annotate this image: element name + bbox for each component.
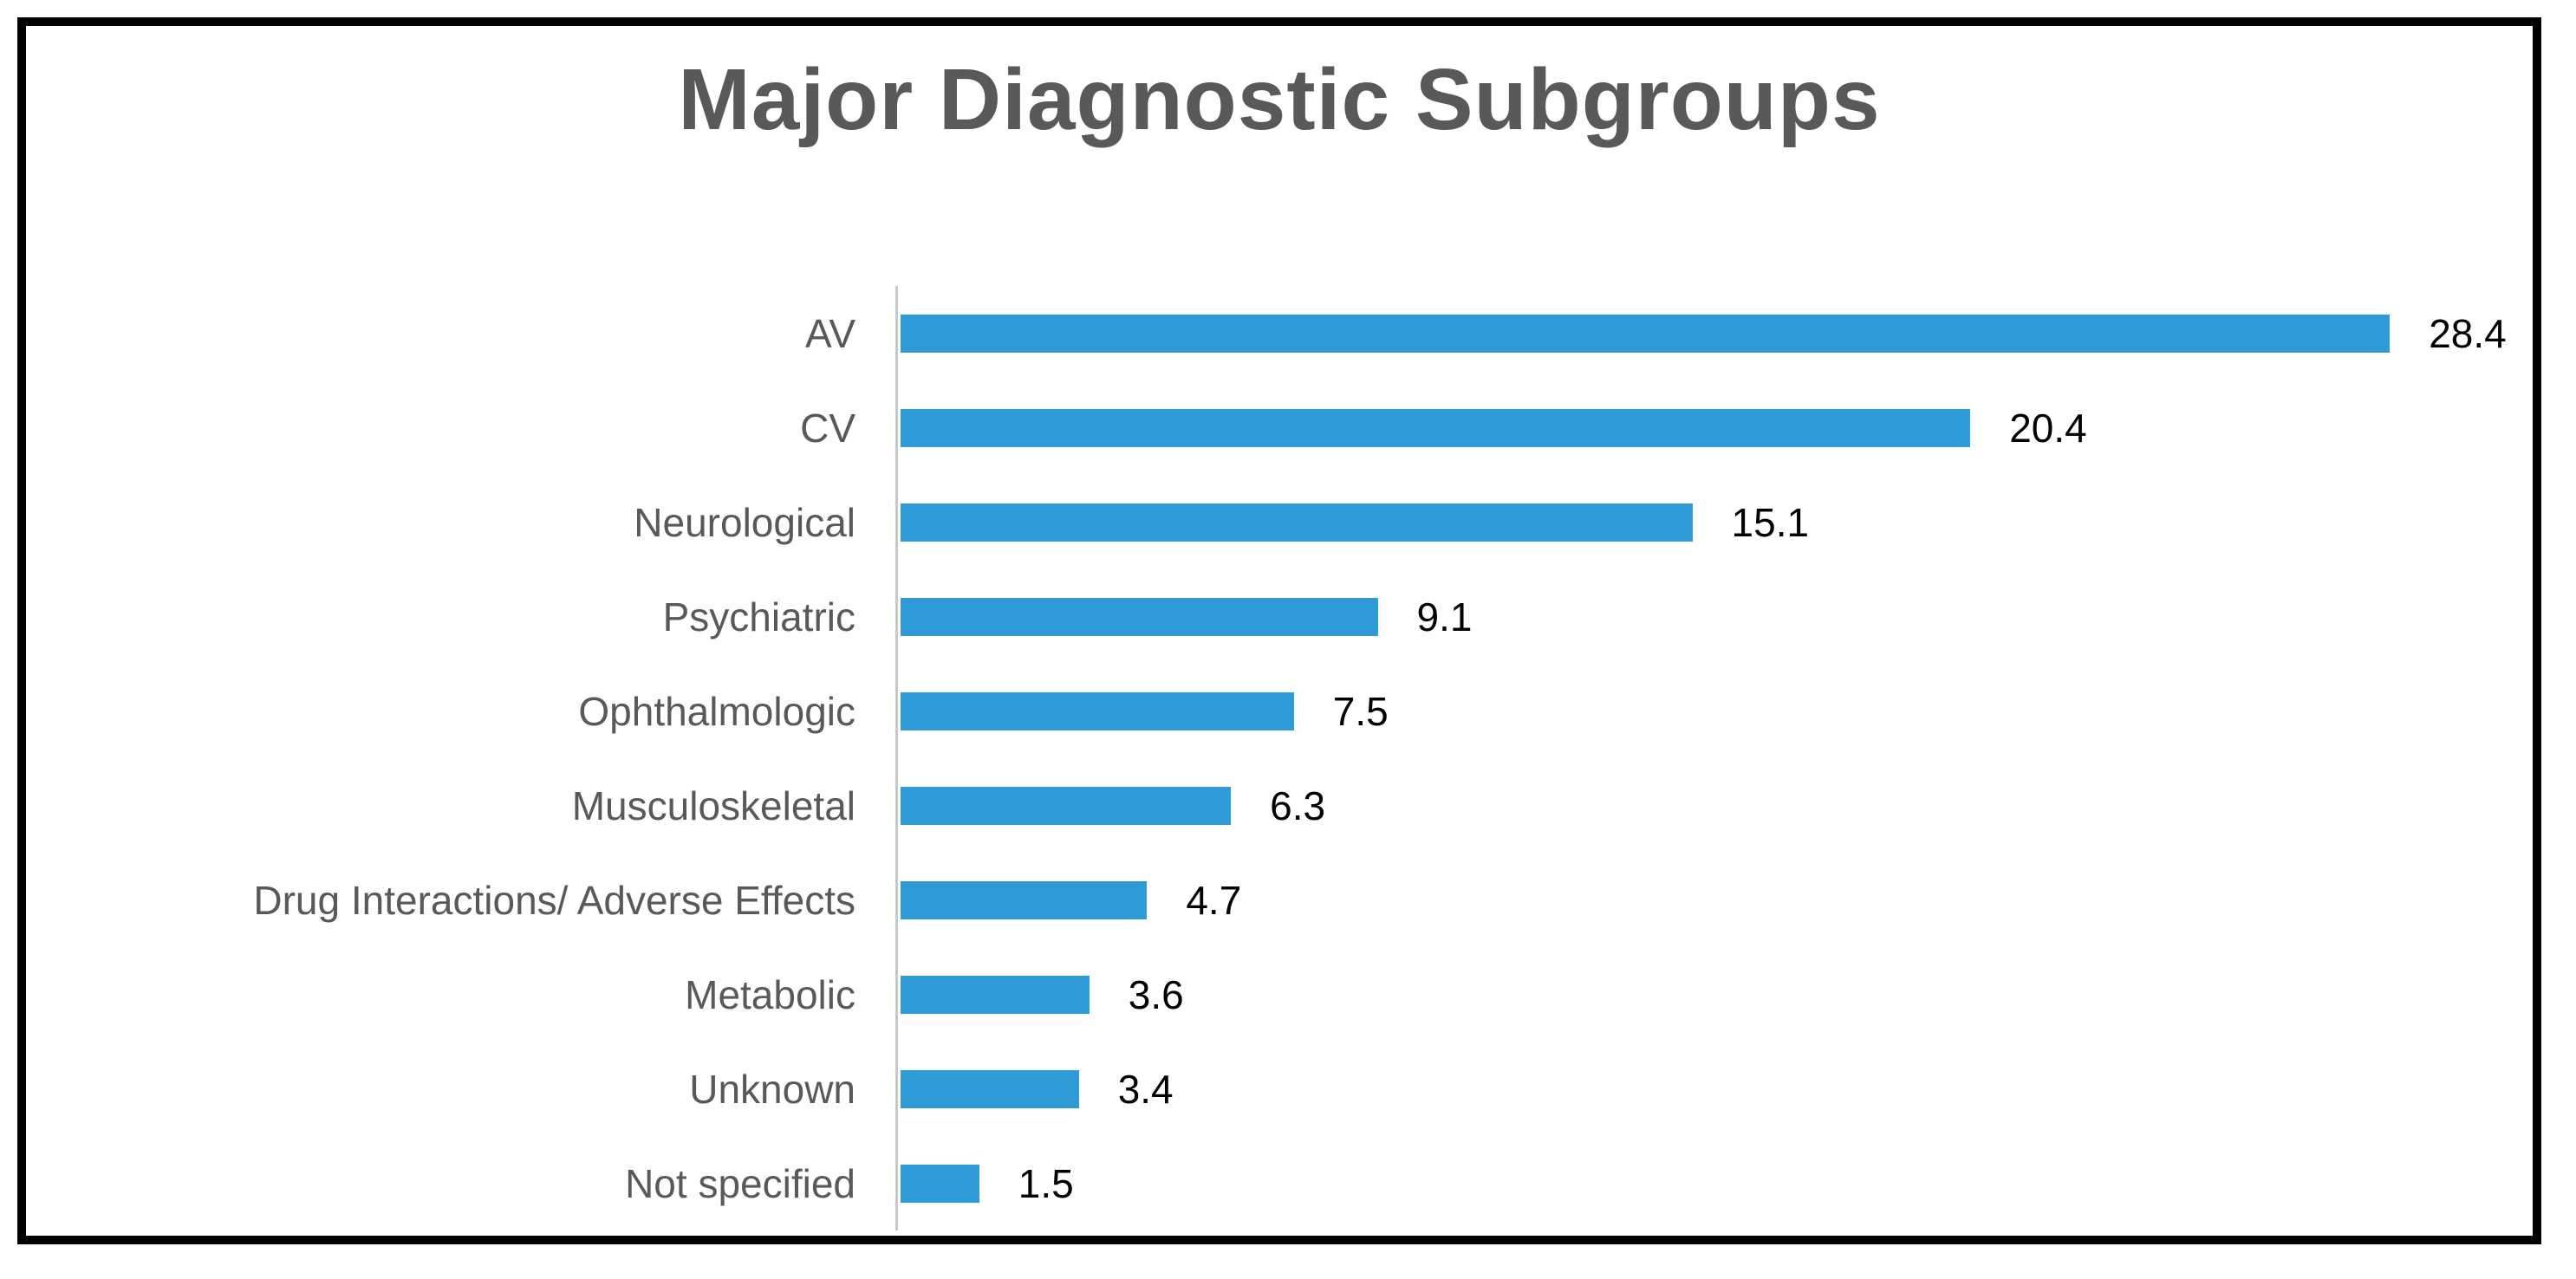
bar	[901, 408, 1971, 447]
value-label: 6.3	[1270, 782, 1326, 828]
chart-row: Musculoskeletal 6.3	[26, 758, 2550, 853]
bar	[901, 597, 1378, 636]
chart-row: Unknown 3.4	[26, 1042, 2550, 1136]
value-label: 7.5	[1332, 688, 1389, 734]
chart-row: Not specified 1.5	[26, 1136, 2550, 1230]
bar	[901, 1069, 1079, 1108]
value-label: 1.5	[1018, 1160, 1074, 1206]
value-label: 20.4	[2009, 405, 2087, 451]
category-label: Metabolic	[685, 971, 855, 1017]
chart-row: Metabolic 3.6	[26, 947, 2550, 1042]
value-label: 15.1	[1731, 499, 1810, 545]
chart-title: Major Diagnostic Subgroups	[678, 51, 1881, 148]
chart-border-frame: Major Diagnostic Subgroups AV 28.4 CV 20.4 N…	[17, 17, 2541, 1244]
value-label: 3.6	[1128, 971, 1184, 1017]
bar	[901, 314, 2391, 353]
category-label: Musculoskeletal	[571, 782, 855, 828]
plot-area: AV 28.4 CV 20.4 Neurological 15.1 Psychiatric 9…	[26, 286, 2550, 1230]
bar	[901, 880, 1148, 919]
category-label: CV	[800, 405, 855, 451]
chart-row: AV 28.4	[26, 286, 2550, 380]
value-label: 9.1	[1416, 594, 1473, 640]
value-label: 3.4	[1117, 1066, 1174, 1112]
bar	[901, 691, 1294, 730]
bar	[901, 786, 1232, 825]
y-axis-line	[895, 286, 898, 1230]
value-label: 4.7	[1186, 877, 1242, 923]
bar	[901, 503, 1693, 542]
category-label: Not specified	[625, 1160, 855, 1206]
bar-rows: AV 28.4 CV 20.4 Neurological 15.1 Psychiatric 9…	[26, 286, 2550, 1230]
bar	[901, 975, 1090, 1014]
category-label: AV	[805, 310, 855, 356]
category-label: Neurological	[634, 499, 855, 545]
category-label: Ophthalmologic	[578, 688, 855, 734]
bar	[901, 1164, 979, 1203]
chart-row: Ophthalmologic 7.5	[26, 664, 2550, 758]
chart-row: Neurological 15.1	[26, 475, 2550, 569]
chart-row: Psychiatric 9.1	[26, 569, 2550, 664]
chart-row: CV 20.4	[26, 380, 2550, 475]
value-label: 28.4	[2429, 310, 2507, 356]
category-label: Unknown	[689, 1066, 855, 1112]
category-label: Drug Interactions/ Adverse Effects	[253, 877, 855, 923]
chart-row: Drug Interactions/ Adverse Effects 4.7	[26, 853, 2550, 947]
category-label: Psychiatric	[662, 594, 855, 640]
